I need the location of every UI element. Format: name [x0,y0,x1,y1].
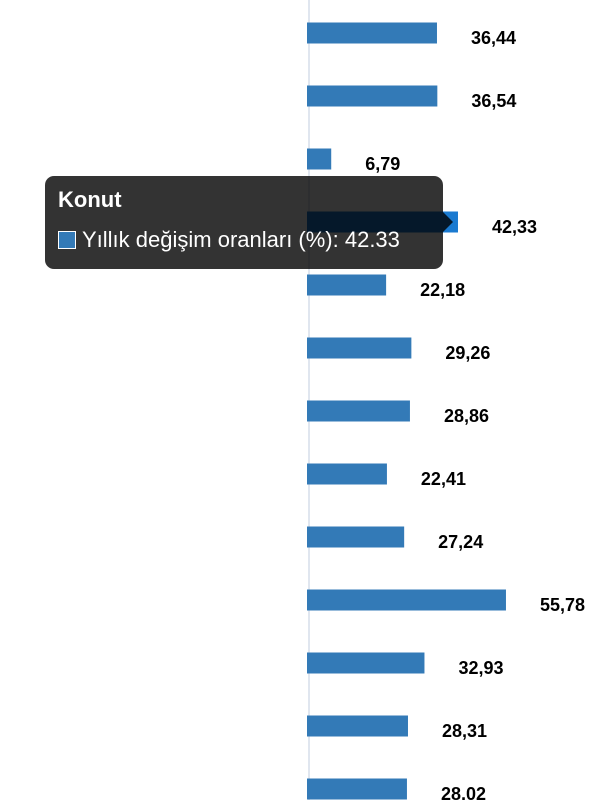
bar[interactable] [307,778,407,800]
data-label: 6,79 [365,154,400,174]
series-color-swatch [58,231,76,249]
bar[interactable] [307,589,506,611]
bar[interactable] [307,463,387,485]
bar[interactable] [307,148,332,170]
bar[interactable] [307,715,408,737]
data-label: 55,78 [540,595,585,615]
bar[interactable] [307,526,405,548]
data-label: 28,02 [441,784,486,800]
data-label: 36,44 [471,28,516,48]
tooltip: Konut Yıllık değişim oranları (%): 42.33 [45,176,443,269]
data-label: 27,24 [438,532,483,552]
data-label: 36,54 [471,91,516,111]
bar[interactable] [307,85,438,107]
bar[interactable] [307,22,437,44]
tooltip-title: Konut [58,187,122,212]
data-label: 22,18 [420,280,465,300]
bar[interactable] [307,337,412,359]
bar[interactable] [307,400,410,422]
data-label: 29,26 [445,343,490,363]
bar[interactable] [307,274,387,296]
bar[interactable] [307,652,425,674]
data-label: 32,93 [458,658,503,678]
data-label: 28,31 [442,721,487,741]
data-label: 42,33 [492,217,537,237]
data-label: 28,86 [444,406,489,426]
tooltip-value: Yıllık değişim oranları (%): 42.33 [82,227,400,252]
tooltip-row: Yıllık değişim oranları (%): 42.33 [58,226,430,254]
tooltip-caret [443,212,453,232]
data-label: 22,41 [421,469,466,489]
